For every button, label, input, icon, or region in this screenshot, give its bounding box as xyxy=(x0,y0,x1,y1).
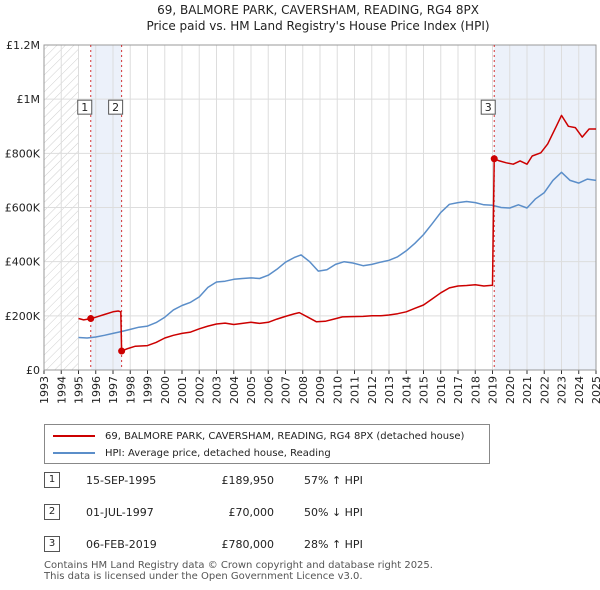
sale-number-badge: 3 xyxy=(44,536,60,552)
legend-label-hpi: HPI: Average price, detached house, Read… xyxy=(105,447,331,459)
sale-number-badge: 2 xyxy=(44,504,60,520)
x-tick-label: 2001 xyxy=(176,376,189,404)
sale-point xyxy=(118,347,126,355)
x-tick-label: 1999 xyxy=(142,376,155,404)
x-tick-label: 1995 xyxy=(73,376,86,404)
x-tick-label: 2024 xyxy=(573,376,586,404)
x-tick-label: 2013 xyxy=(383,376,396,404)
sale-price: £189,950 xyxy=(221,474,275,487)
x-tick-label: 2023 xyxy=(556,376,569,404)
sale-number-box xyxy=(108,99,124,115)
legend-item-hpi: HPI: Average price, detached house, Read… xyxy=(53,445,331,461)
x-tick-label: 2006 xyxy=(262,376,275,404)
sale-point xyxy=(490,155,498,163)
sale-date: 15-SEP-1995 xyxy=(86,474,157,487)
sale-hpi-change: 50% ↓ HPI xyxy=(304,506,363,519)
sale-hpi-change: 57% ↑ HPI xyxy=(304,474,363,487)
legend: 69, BALMORE PARK, CAVERSHAM, READING, RG… xyxy=(44,424,490,464)
sale-row: 1 15-SEP-1995 £189,950 57% ↑ HPI xyxy=(44,472,464,490)
x-tick-label: 2005 xyxy=(245,376,258,404)
sale-row: 2 01-JUL-1997 £70,000 50% ↓ HPI xyxy=(44,504,464,522)
x-tick-label: 2020 xyxy=(504,376,517,404)
x-tick-label: 2000 xyxy=(159,376,172,404)
y-tick-label: £400K xyxy=(5,256,41,269)
price-chart: 69, BALMORE PARK, CAVERSHAM, READING, RG… xyxy=(5,3,600,404)
x-tick-label: 2014 xyxy=(400,376,413,404)
x-tick-label: 2016 xyxy=(435,376,448,404)
chart-subtitle: Price paid vs. HM Land Registry's House … xyxy=(146,19,489,33)
y-tick-label: £800K xyxy=(5,147,41,160)
x-tick-label: 1993 xyxy=(38,376,51,404)
x-tick-label: 2012 xyxy=(366,376,379,404)
y-tick-label: £600K xyxy=(5,202,41,215)
x-tick-label: 1998 xyxy=(124,376,137,404)
x-tick-label: 2015 xyxy=(418,376,431,404)
sale-price: £780,000 xyxy=(221,538,275,551)
footer: Contains HM Land Registry data © Crown c… xyxy=(44,560,433,582)
sale-number-box xyxy=(77,99,93,115)
x-tick-label: 1996 xyxy=(90,376,103,404)
legend-label-property: 69, BALMORE PARK, CAVERSHAM, READING, RG… xyxy=(105,430,465,442)
x-tick-label: 2009 xyxy=(314,376,327,404)
sale-date: 01-JUL-1997 xyxy=(86,506,154,519)
x-tick-label: 2019 xyxy=(487,376,500,404)
sale-price: £70,000 xyxy=(228,506,275,519)
sale-row: 3 06-FEB-2019 £780,000 28% ↑ HPI xyxy=(44,536,464,554)
x-tick-label: 2025 xyxy=(590,376,600,404)
footer-licence: This data is licensed under the Open Gov… xyxy=(44,571,363,582)
y-tick-label: £0 xyxy=(26,364,40,377)
sale-hpi-change: 28% ↑ HPI xyxy=(304,538,363,551)
x-tick-label: 2004 xyxy=(228,376,241,404)
legend-item-property: 69, BALMORE PARK, CAVERSHAM, READING, RG… xyxy=(53,428,464,444)
sale-number-badge: 1 xyxy=(44,472,60,488)
x-tick-label: 2003 xyxy=(211,376,224,404)
x-tick-label: 2002 xyxy=(193,376,206,404)
y-tick-label: £1.2M xyxy=(6,39,40,52)
sale-number-label: 2 xyxy=(112,101,119,114)
property-series-line xyxy=(78,114,596,352)
sale-number-label: 1 xyxy=(81,101,88,114)
x-tick-label: 2018 xyxy=(469,376,482,404)
hpi-series-line xyxy=(78,171,597,339)
y-tick-label: £1M xyxy=(17,93,41,106)
y-tick-label: £200K xyxy=(5,310,41,323)
legend-swatch-hpi xyxy=(53,452,95,454)
x-tick-label: 2010 xyxy=(331,376,344,404)
footer-copyright: Contains HM Land Registry data © Crown c… xyxy=(44,560,433,571)
sale-number-label: 3 xyxy=(485,101,492,114)
plot-border xyxy=(43,44,597,371)
x-tick-label: 2022 xyxy=(538,376,551,404)
x-tick-label: 1994 xyxy=(55,376,68,404)
sale-point xyxy=(87,315,95,323)
x-tick-label: 2008 xyxy=(297,376,310,404)
sale-date: 06-FEB-2019 xyxy=(86,538,157,551)
sale-number-box xyxy=(480,99,496,115)
x-tick-label: 2011 xyxy=(349,376,362,404)
x-tick-label: 2021 xyxy=(521,376,534,404)
x-tick-label: 2017 xyxy=(452,376,465,404)
legend-swatch-property xyxy=(53,435,95,437)
chart-title: 69, BALMORE PARK, CAVERSHAM, READING, RG… xyxy=(157,3,479,17)
x-tick-label: 1997 xyxy=(107,376,120,404)
x-tick-label: 2007 xyxy=(280,376,293,404)
